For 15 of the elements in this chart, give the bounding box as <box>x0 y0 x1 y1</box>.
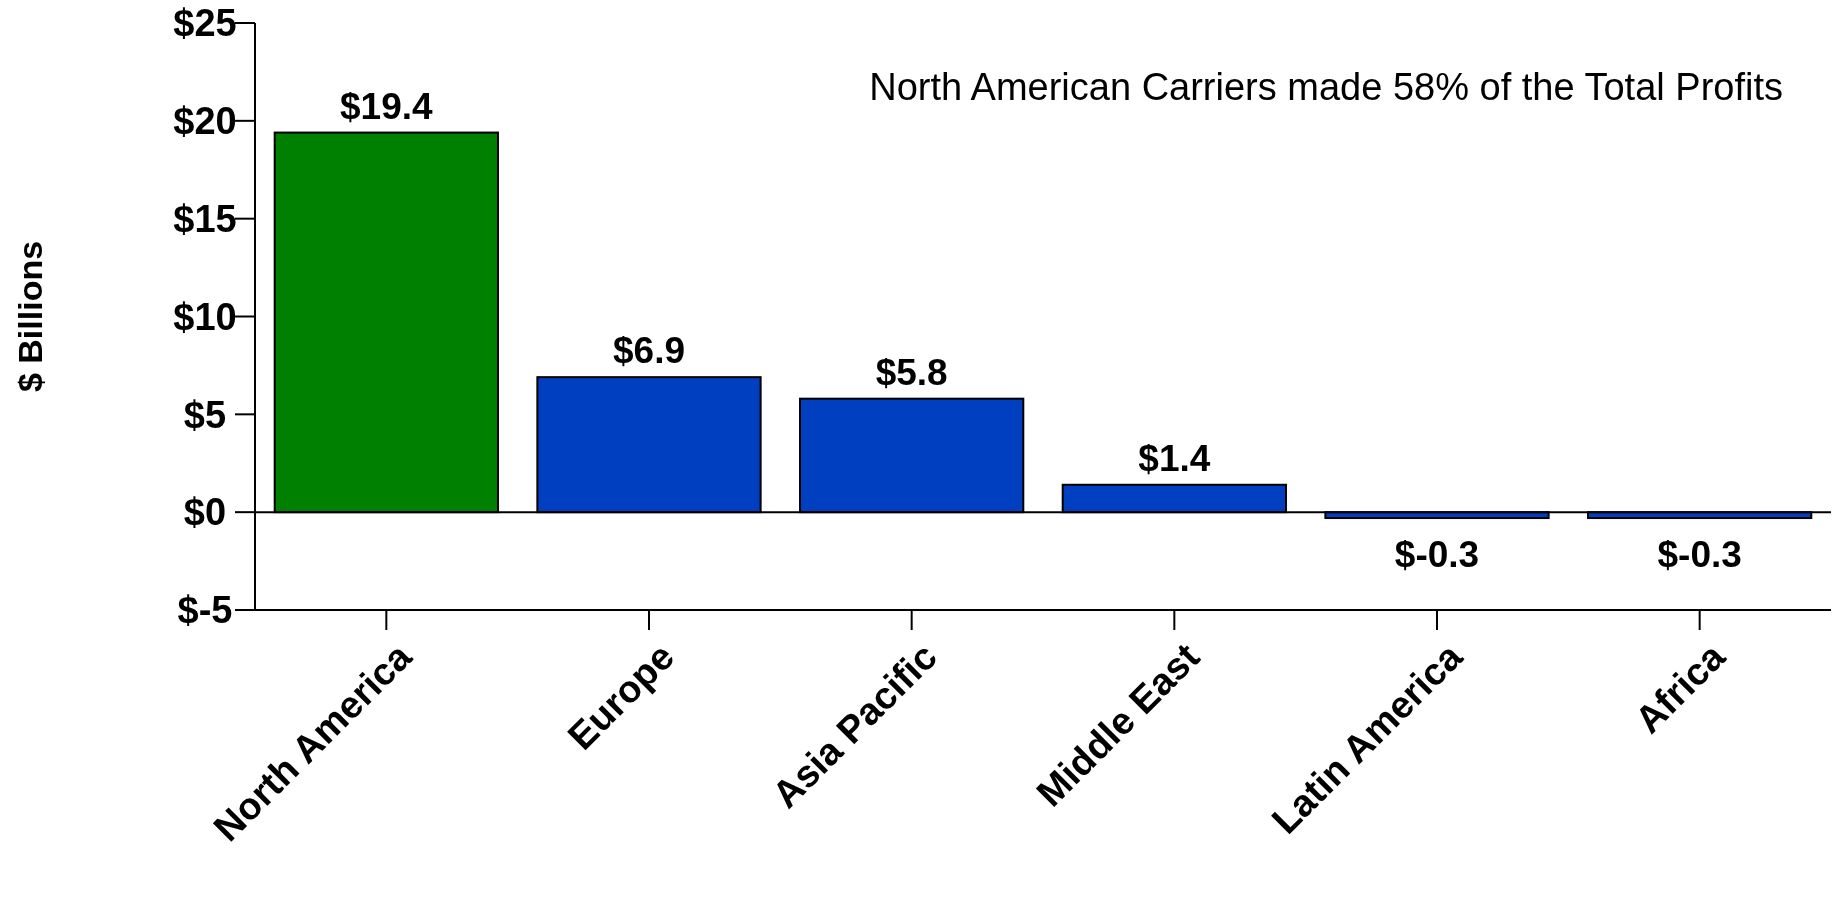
data-label: $-0.3 <box>1657 534 1742 576</box>
y-tick-label: $20 <box>173 100 237 143</box>
y-tick-label: $5 <box>183 393 227 436</box>
data-label: $5.8 <box>875 351 948 393</box>
annotation: North American Carriers made 58% of the Total Profits <box>869 66 1783 108</box>
y-tick-label: $-5 <box>177 589 233 632</box>
y-tick-label: $10 <box>173 295 237 338</box>
data-label: $-0.3 <box>1394 534 1480 576</box>
data-label: $1.4 <box>1138 437 1211 479</box>
data-label: $19.4 <box>340 85 434 127</box>
data-label: $6.9 <box>612 330 686 372</box>
y-tick-label: $25 <box>173 2 237 45</box>
y-tick-label: $0 <box>183 491 227 534</box>
y-axis-title: $ Billions <box>11 240 49 393</box>
y-tick-label: $15 <box>173 197 237 240</box>
